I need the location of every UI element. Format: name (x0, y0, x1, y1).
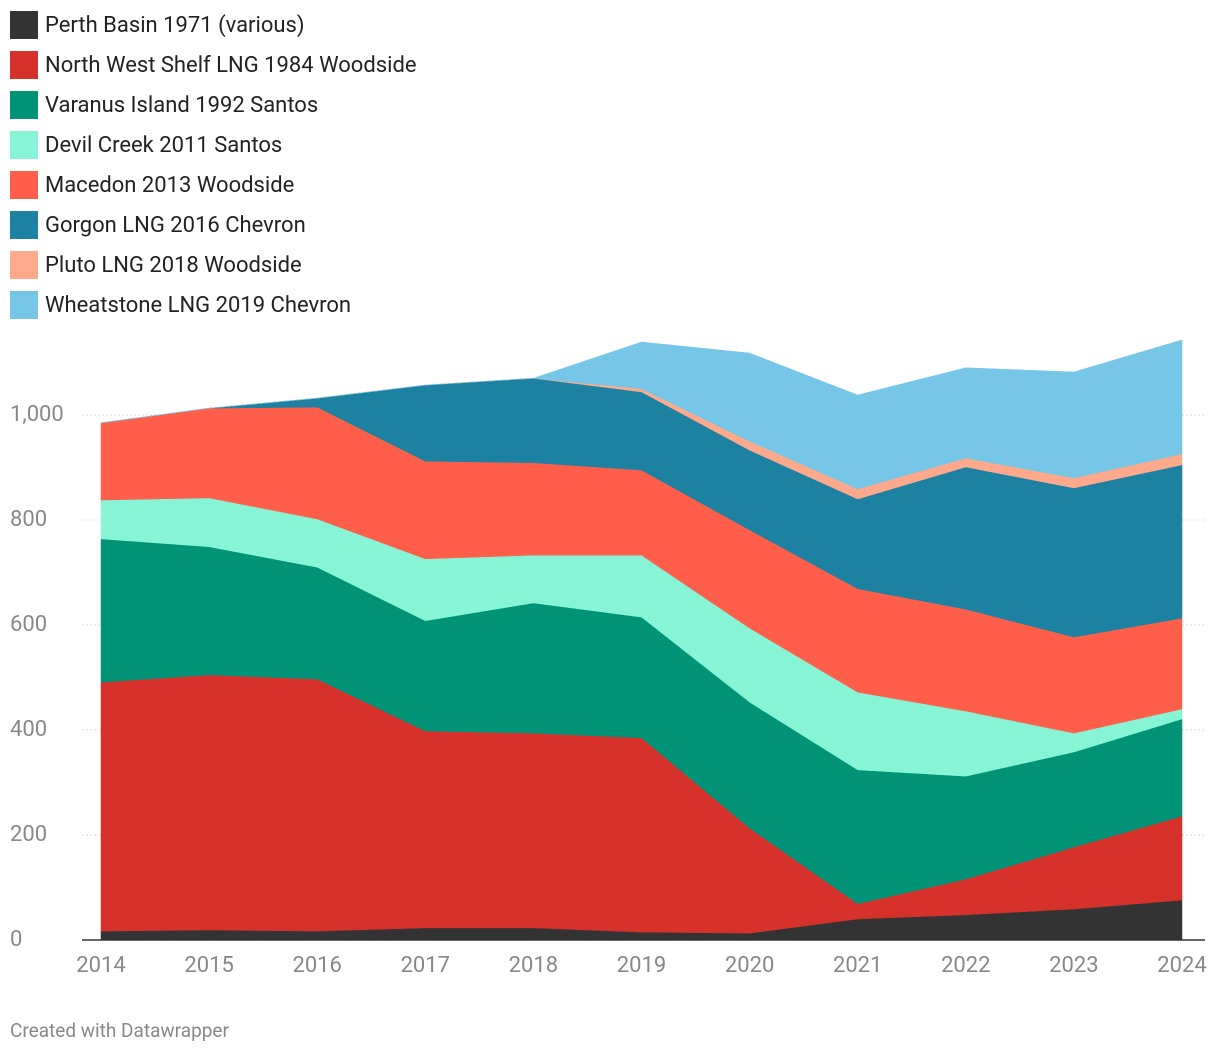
y-tick-label: 0 (10, 927, 22, 952)
x-tick-label: 2021 (833, 953, 882, 978)
x-tick-label: 2023 (1049, 953, 1098, 978)
legend-label: Devil Creek 2011 Santos (45, 133, 282, 158)
legend-label: Macedon 2013 Woodside (45, 173, 294, 198)
legend-swatch (10, 131, 38, 159)
x-tick-label: 2014 (76, 953, 125, 978)
legend-label: Gorgon LNG 2016 Chevron (45, 213, 306, 238)
x-tick-label: 2015 (184, 953, 233, 978)
legend-swatch (10, 211, 38, 239)
area (100, 339, 1183, 490)
x-tick-label: 2016 (292, 953, 341, 978)
y-tick-label: 800 (10, 507, 47, 532)
legend-label: Perth Basin 1971 (various) (45, 13, 305, 38)
legend-label: Varanus Island 1992 Santos (45, 93, 318, 118)
legend-swatch (10, 251, 38, 279)
legend-label: Pluto LNG 2018 Woodside (45, 253, 302, 278)
credit: Created with Datawrapper (10, 1019, 229, 1042)
x-tick-label: 2020 (725, 953, 774, 978)
x-tick-label: 2017 (401, 953, 450, 978)
legend-swatch (10, 291, 38, 319)
y-tick-label: 400 (10, 717, 47, 742)
x-tick-label: 2022 (941, 953, 990, 978)
legend-swatch (10, 11, 38, 39)
legend-label: Wheatstone LNG 2019 Chevron (45, 293, 351, 318)
legend-label: North West Shelf LNG 1984 Woodside (45, 53, 417, 78)
x-tick-label: 2019 (617, 953, 666, 978)
x-tick-label: 2024 (1157, 953, 1206, 978)
y-tick-label: 1,000 (10, 402, 64, 427)
legend-swatch (10, 91, 38, 119)
legend-swatch (10, 171, 38, 199)
y-tick-label: 200 (10, 822, 47, 847)
y-tick-label: 600 (10, 612, 47, 637)
legend-swatch (10, 51, 38, 79)
x-tick-label: 2018 (509, 953, 558, 978)
